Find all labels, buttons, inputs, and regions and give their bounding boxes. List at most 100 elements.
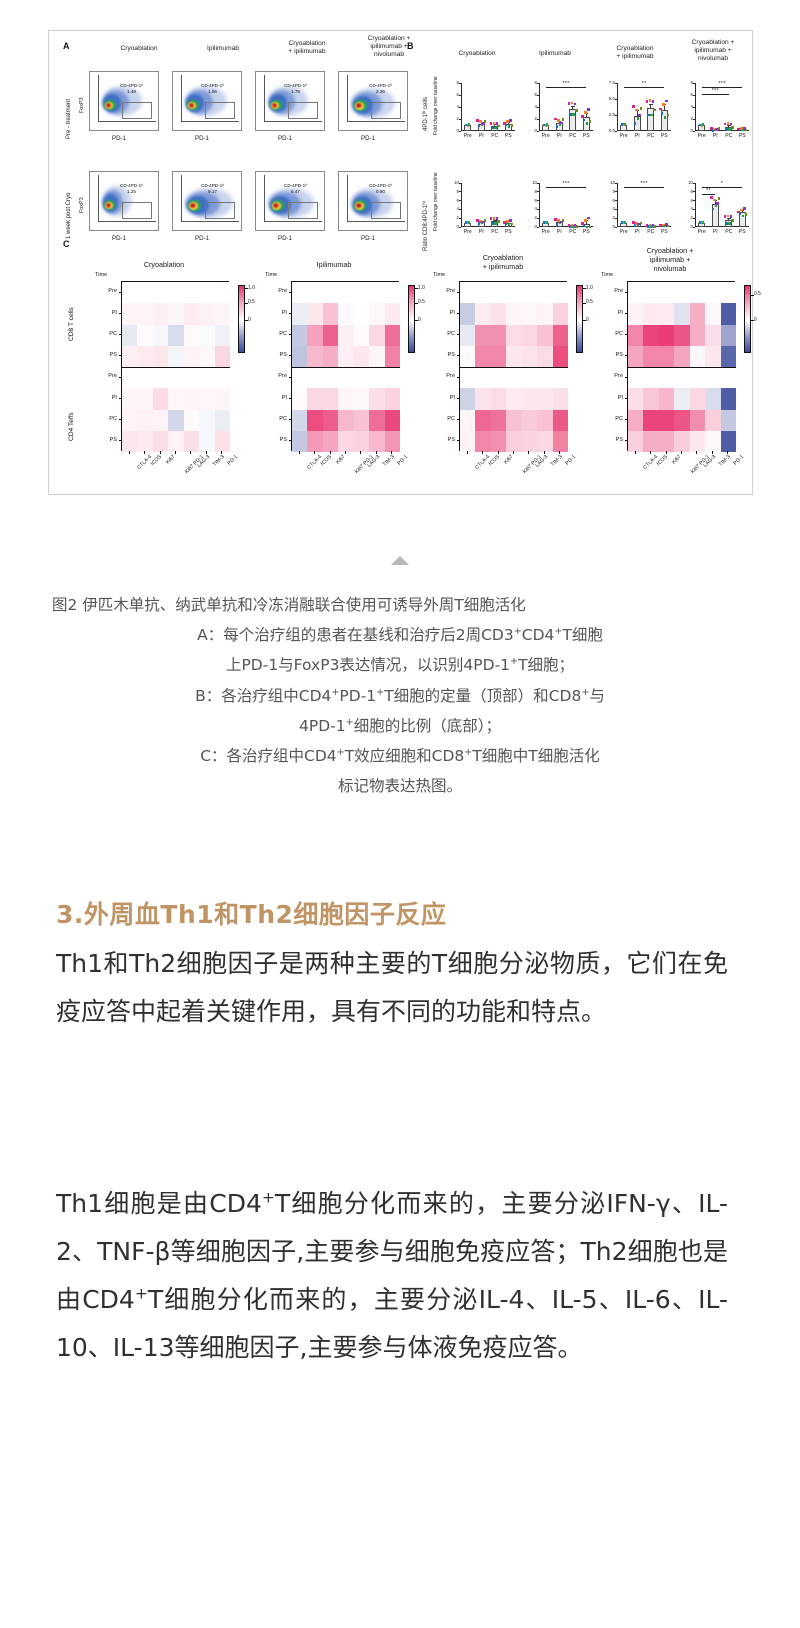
colorbar-tick-label: 1.0: [418, 284, 425, 291]
data-point: [659, 107, 662, 111]
y-tick-mark: [536, 82, 539, 84]
heatmap-row-tick: [624, 334, 627, 335]
superscript-plus: +: [345, 716, 354, 728]
heatmap-cell: [552, 409, 569, 432]
data-point: [651, 100, 655, 103]
heatmap-cell: [720, 324, 737, 347]
panel-a-ylabel-post: FoxP3: [79, 197, 85, 213]
data-point: [491, 126, 494, 130]
data-point: [653, 108, 656, 112]
y-tick-mark: [458, 182, 461, 184]
heatmap-cell: [168, 282, 185, 304]
caption-b2b-text: 细胞的比例（底部）；: [353, 716, 501, 735]
x-axis: [539, 130, 593, 131]
heatmap-cell: [674, 303, 691, 325]
heatmap-x-tick: [190, 451, 192, 454]
data-point: [581, 222, 584, 225]
heatmap-row-label-PS: PS: [109, 437, 117, 444]
heatmap-cell: [307, 367, 324, 389]
data-point: [561, 218, 565, 222]
gate-value-text: 9.17: [208, 188, 217, 194]
flow-gate-rect: [371, 202, 401, 219]
heatmap-cell: [475, 282, 492, 304]
error-bar: [636, 109, 638, 116]
heatmap-cell: [720, 282, 737, 304]
data-point: [573, 224, 577, 227]
flow-gate-rect: [205, 102, 235, 119]
heatmap-cell: [353, 282, 370, 304]
heatmap-cell: [199, 388, 215, 410]
significance-stars: ***: [640, 181, 648, 187]
heatmap-cell: [214, 367, 231, 389]
data-point: [740, 208, 743, 212]
heatmap-x-label-PD-1: PD-1: [564, 454, 578, 467]
heatmap-row-label-PI: PI: [281, 309, 287, 316]
heatmap-cell: [152, 409, 169, 432]
y-tick-label: 4: [524, 104, 537, 109]
heatmap-row-tick: [118, 376, 121, 378]
data-point: [477, 222, 481, 225]
plot-area: **: [614, 81, 671, 132]
y-tick-mark: [536, 191, 539, 193]
heatmap-cell: [674, 282, 691, 304]
data-point: [507, 125, 511, 128]
x-axis: [461, 130, 515, 131]
heatmap-row-tick: [456, 312, 459, 314]
panel-b-title-cryo-ipi-nivo: Cryoablation + ipilimumab + nivolumab: [691, 39, 735, 63]
data-point: [483, 119, 487, 123]
heatmap-cell: [122, 367, 138, 389]
heatmap-cell: [490, 367, 507, 389]
superscript-plus: +: [376, 686, 385, 698]
heatmap-cell: [152, 324, 169, 347]
heatmap-time-label: Time: [95, 272, 108, 278]
significance-stars: ***: [562, 181, 570, 187]
heatmap-cell: [689, 282, 706, 304]
data-point: [741, 214, 745, 218]
heatmap-cell: [460, 388, 476, 410]
data-point: [558, 123, 562, 126]
data-point: [570, 223, 574, 227]
y-tick-label: 4: [680, 206, 693, 211]
heatmap-cell: [521, 367, 538, 389]
x-tick-label-PI: PI: [556, 133, 562, 139]
significance-line: [701, 187, 743, 188]
heatmap-cell: [552, 430, 569, 453]
data-point: [738, 212, 742, 216]
x-tick-label-PC: PC: [569, 133, 577, 139]
x-tick-label-PI: PI: [556, 229, 562, 235]
x-tick-label-PC: PC: [725, 133, 733, 139]
density-cloud-peak: [190, 104, 193, 107]
significance-line: [545, 87, 587, 88]
heatmap-cell: [674, 367, 691, 389]
heatmap-x-tick: [314, 451, 315, 454]
heatmap-row-label-PC: PC: [447, 415, 455, 422]
heatmap-cell: [552, 367, 569, 389]
gate-value-text: 1.78: [291, 88, 300, 94]
heatmap-cell: [369, 303, 385, 325]
heatmap-c-heatmap-ipilimumab: [291, 281, 401, 453]
y-tick-label: 2.5: [608, 112, 615, 117]
panel-c-title-cryoablation: Cryoablation: [143, 260, 185, 269]
heatmap-cell: [152, 282, 169, 304]
data-point: [728, 127, 731, 131]
flow-gate-label-post-ipi: CD-4PD-1ʰ 9.17: [201, 183, 224, 194]
colorbar-tick-label: 1.0: [248, 284, 255, 291]
density-cloud-peak: [107, 204, 110, 207]
heatmap-group-separator: [122, 367, 230, 368]
y-tick-label: 8: [446, 80, 459, 85]
flow-x-axis: [181, 221, 239, 222]
y-tick-mark: [458, 226, 461, 228]
y-tick-mark: [536, 200, 539, 201]
data-point: [743, 126, 746, 130]
heatmap-cell: [338, 388, 355, 410]
heatmap-row-tick: [624, 376, 627, 378]
density-cloud-peak: [274, 204, 277, 207]
heatmap-row-label-Pre: Pre: [278, 288, 287, 295]
colorbar-tick-mark: [245, 320, 248, 322]
data-point: [653, 224, 656, 228]
heatmap-cell: [658, 324, 675, 347]
data-point: [491, 221, 494, 225]
heatmap-x-label-Ki67: Ki67: [334, 454, 347, 466]
heatmap-cell: [537, 282, 553, 304]
bar-chart-b-row2-cryo-ipi: 0 2 4 6 8 10 Pre PI PC PS ***: [601, 180, 671, 239]
